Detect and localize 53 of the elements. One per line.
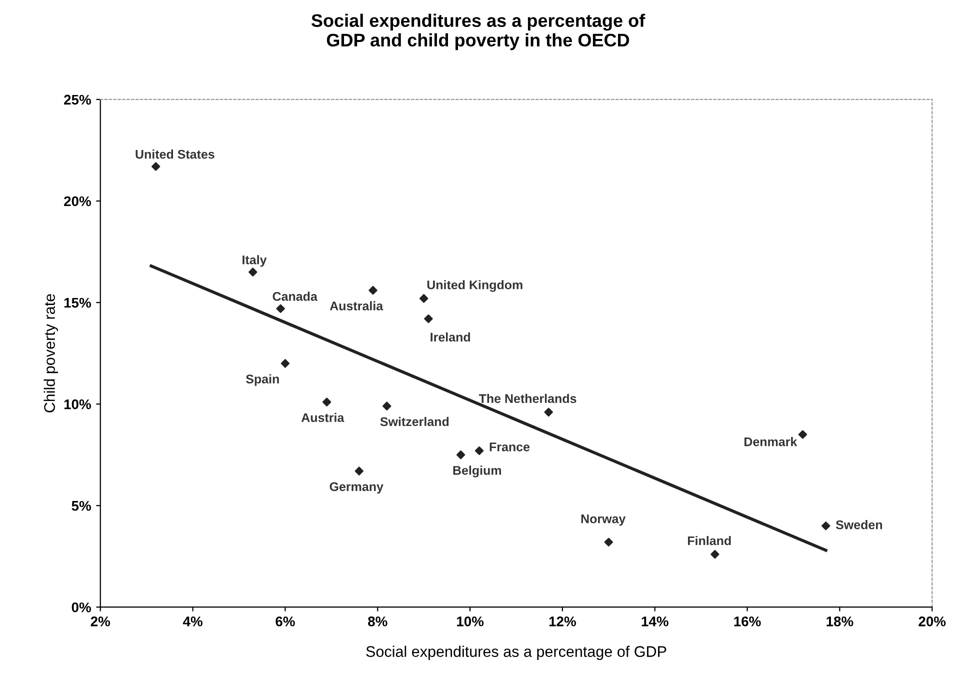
point bbox=[382, 402, 392, 410]
x-tick-label: 10% bbox=[457, 616, 484, 626]
point bbox=[474, 446, 484, 456]
annotation: Denmark bbox=[744, 437, 798, 446]
y-tick-label: 20% bbox=[64, 196, 91, 206]
y-tick-label: 15% bbox=[64, 298, 91, 308]
x-tick-label: 16% bbox=[734, 616, 761, 626]
point bbox=[151, 162, 160, 171]
x-tick-label: 14% bbox=[642, 616, 668, 626]
annotation: Italy bbox=[242, 255, 267, 267]
x-tick-label: 12% bbox=[549, 616, 576, 626]
point bbox=[280, 359, 290, 368]
annotation: United States bbox=[136, 150, 214, 159]
annotation: Norway bbox=[581, 514, 626, 526]
annotation: Canada bbox=[272, 292, 318, 301]
point bbox=[424, 314, 433, 324]
point bbox=[276, 304, 285, 313]
point bbox=[710, 550, 720, 559]
x-tick-label: 4% bbox=[182, 616, 202, 626]
x-tick-label: 2% bbox=[90, 616, 110, 626]
point bbox=[419, 294, 428, 303]
annotation: The Netherlands bbox=[478, 394, 576, 404]
point bbox=[798, 430, 808, 439]
y-tick-label: 10% bbox=[64, 399, 91, 410]
annotation: Australia bbox=[330, 301, 384, 310]
y-axis-title: Child poverty rate bbox=[44, 294, 58, 412]
point bbox=[544, 408, 553, 417]
point bbox=[322, 398, 332, 406]
point bbox=[821, 522, 830, 530]
x-tick-label: 18% bbox=[826, 616, 854, 626]
point bbox=[456, 450, 466, 460]
chart-title: Social expenditures as a percentage of GDP and child poverty in the OECD bbox=[311, 14, 646, 50]
annotation: Switzerland bbox=[380, 416, 449, 426]
point bbox=[604, 538, 614, 546]
x-axis-title: Social expenditures as a percentage of GDP bbox=[366, 646, 666, 660]
annotation: Belgium bbox=[453, 466, 501, 478]
x-tick-label: 20% bbox=[918, 616, 946, 626]
point bbox=[368, 286, 378, 295]
annotation: Finland bbox=[688, 536, 731, 546]
annotation: Austria bbox=[301, 412, 344, 422]
y-tick-label: 5% bbox=[72, 500, 91, 511]
x-tick-label: 6% bbox=[276, 616, 295, 626]
y-tick-label: 25% bbox=[64, 94, 91, 105]
annotation: United Kingdom bbox=[427, 280, 522, 292]
point bbox=[354, 466, 364, 476]
y-tick-label: 0% bbox=[72, 602, 91, 612]
point bbox=[248, 268, 258, 276]
annotation: Ireland bbox=[430, 332, 470, 342]
annotation: Spain bbox=[246, 374, 279, 386]
annotation: Germany bbox=[330, 482, 384, 494]
annotation: Sweden bbox=[836, 520, 882, 530]
x-tick-label: 8% bbox=[368, 616, 388, 626]
annotation: France bbox=[490, 442, 530, 452]
